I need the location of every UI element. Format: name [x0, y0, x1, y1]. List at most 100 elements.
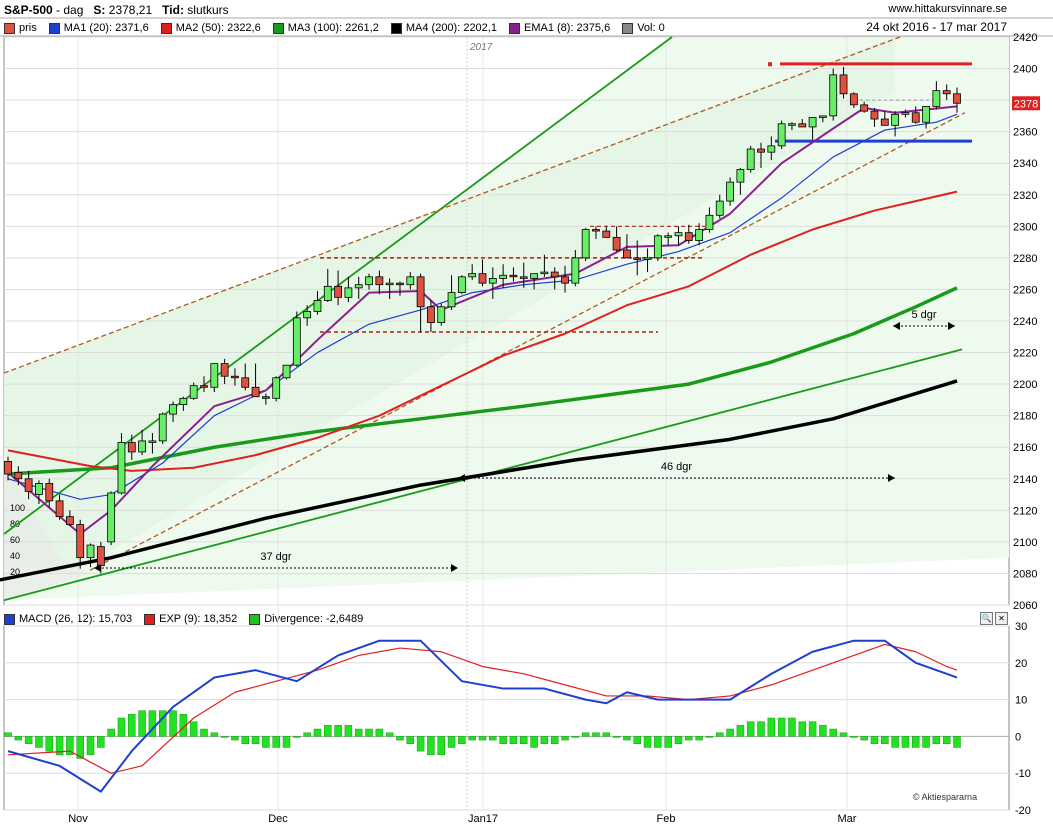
divergence-bar [55, 736, 64, 756]
candle-body [664, 235, 673, 238]
span-46-label: 46 dgr [661, 461, 693, 473]
divergence-bar [272, 736, 280, 748]
candle-body [777, 123, 786, 147]
candle-body [602, 230, 611, 238]
divergence-bar [716, 732, 724, 737]
s-value: 2378,21 [108, 3, 153, 17]
legend-top-label: MA3 (100): 2261,2 [287, 22, 379, 34]
candle-body [829, 74, 838, 117]
divergence-bar [798, 721, 807, 737]
price-tick-label: 2400 [1013, 64, 1037, 76]
divergence-bar [767, 717, 776, 737]
candle-body [942, 90, 951, 95]
copyright-label: © Aktiespararna [913, 792, 977, 802]
price-tick-label: 2320 [1013, 190, 1037, 202]
price-tick-label: 2340 [1013, 158, 1037, 170]
divergence-bar [262, 736, 270, 748]
candle-body [406, 276, 415, 286]
divergence-bar [664, 736, 672, 748]
divergence-bar [499, 736, 507, 745]
span-37-label: 37 dgr [260, 551, 292, 563]
candle-body [819, 115, 827, 118]
candle-body [158, 413, 167, 442]
ma50-line [7, 190, 958, 472]
volume-scale-label: 80 [10, 519, 20, 529]
divergence-bar [231, 736, 239, 741]
divergence-bar [189, 721, 198, 737]
chart-header: S&P-500 - dag S: 2378,21 Tid: slutkurs [4, 3, 229, 17]
candle-body [14, 472, 23, 480]
divergence-bar [571, 736, 580, 738]
divergence-bar [808, 721, 817, 737]
legend-top-item: MA2 (50): 2322,6 [160, 21, 261, 35]
month-label: Mar [838, 813, 857, 825]
divergence-bar [478, 736, 487, 741]
span-5-label: 5 dgr [911, 309, 936, 321]
candle-body [323, 285, 332, 301]
candle-body [633, 257, 642, 260]
ma200-line [0, 379, 958, 582]
divergence-bar [870, 736, 879, 745]
legend-bottom-swatch [144, 613, 156, 625]
candle-body [220, 363, 229, 377]
candle-body [313, 300, 322, 312]
volume-scale-label: 40 [10, 551, 20, 561]
candle-body [200, 385, 208, 388]
divergence-bar [705, 736, 714, 738]
divergence-bar [468, 736, 476, 741]
candle-body [540, 271, 549, 275]
divergence-bar [447, 736, 456, 748]
candle-body [530, 273, 538, 279]
close-icon[interactable]: ✕ [995, 612, 1008, 625]
price-tick-label: 2360 [1013, 127, 1037, 139]
legend-bottom-label: EXP (9): 18,352 [159, 613, 238, 625]
divergence-bar [489, 736, 497, 741]
candle-body [261, 396, 270, 399]
price-tick-label: 2160 [1013, 442, 1037, 454]
divergence-bar [427, 736, 435, 756]
legend-top-label: MA1 (20): 2371,6 [63, 22, 149, 34]
divergence-bar [633, 736, 641, 745]
divergence-bar [24, 736, 33, 745]
candle-body [127, 442, 136, 453]
divergence-bar [35, 736, 43, 748]
divergence-bar [4, 732, 12, 737]
divergence-bar [881, 736, 889, 745]
legend-top-swatch [622, 22, 634, 34]
candle-body [705, 214, 714, 230]
candle-body [726, 181, 734, 202]
candle-body [860, 104, 869, 112]
candle-body [365, 276, 373, 286]
legend-bottom-item: Divergence: -2,6489 [249, 612, 363, 626]
candle-body [457, 276, 466, 294]
candle-body [375, 276, 384, 286]
divergence-bar [839, 732, 848, 737]
divergence-bar [602, 732, 611, 737]
month-label: Jan17 [468, 813, 498, 825]
price-tick-label: 2100 [1013, 537, 1037, 549]
divergence-bar [932, 736, 941, 745]
candle-body [427, 306, 435, 323]
candle-body [839, 74, 848, 95]
price-tick-label: 2140 [1013, 474, 1037, 486]
month-label: Nov [68, 813, 88, 825]
candle-body [189, 385, 198, 399]
candle-body [767, 145, 776, 153]
divergence-bar [169, 710, 177, 737]
candle-body [416, 276, 425, 308]
macd-line [7, 639, 958, 793]
price-tick-label: 2420 [1013, 32, 1037, 44]
price-tick-label: 2260 [1013, 284, 1037, 296]
divergence-bar [251, 736, 260, 745]
span-46-arrow-right [888, 474, 895, 482]
divergence-bar [117, 717, 126, 737]
zoom-icon[interactable]: 🔍 [980, 612, 993, 625]
legend-top-swatch [272, 22, 284, 34]
candle-body [354, 284, 363, 289]
divergence-bar [282, 736, 291, 748]
legend-bottom-item: MACD (26, 12): 15,703 [4, 612, 132, 626]
legend-top-item: MA1 (20): 2371,6 [48, 21, 149, 35]
candle-body [447, 292, 456, 308]
divergence-bar [324, 725, 332, 737]
legend-top-item: Vol: 0 [622, 21, 665, 35]
